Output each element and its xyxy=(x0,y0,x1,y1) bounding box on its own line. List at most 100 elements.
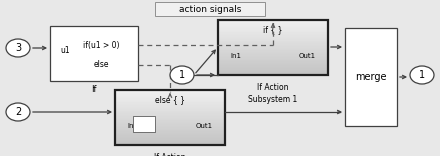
Bar xyxy=(218,60,328,61)
Bar xyxy=(115,98,225,100)
Bar xyxy=(218,31,328,32)
Bar xyxy=(218,25,328,27)
Bar xyxy=(115,119,225,120)
Bar xyxy=(115,97,225,98)
Text: 2: 2 xyxy=(15,107,21,117)
Bar xyxy=(218,67,328,68)
Text: merge: merge xyxy=(355,72,387,82)
Bar xyxy=(115,139,225,141)
Bar xyxy=(218,20,328,21)
Bar xyxy=(218,34,328,35)
Bar xyxy=(115,105,225,107)
Bar xyxy=(115,100,225,101)
Text: if(u1 > 0): if(u1 > 0) xyxy=(83,41,119,50)
Text: If Action
Subsystem 1: If Action Subsystem 1 xyxy=(248,83,297,104)
Bar xyxy=(115,113,225,115)
Bar xyxy=(50,26,138,81)
Bar xyxy=(218,65,328,67)
Bar xyxy=(218,20,328,75)
Bar xyxy=(115,142,225,144)
Bar xyxy=(115,117,225,119)
Bar xyxy=(218,49,328,50)
Text: 1: 1 xyxy=(419,70,425,80)
Bar xyxy=(115,108,225,109)
Bar xyxy=(218,54,328,56)
Bar xyxy=(115,138,225,139)
Bar xyxy=(218,71,328,72)
Bar xyxy=(115,104,225,105)
Bar xyxy=(218,74,328,75)
Bar xyxy=(115,126,225,127)
Text: 3: 3 xyxy=(15,43,21,53)
Bar xyxy=(115,134,225,135)
Text: u1: u1 xyxy=(60,46,70,55)
Bar xyxy=(115,123,225,124)
Text: else: else xyxy=(93,60,109,69)
Text: Out1: Out1 xyxy=(299,53,316,59)
Bar xyxy=(218,45,328,46)
Ellipse shape xyxy=(6,103,30,121)
Bar xyxy=(115,91,225,93)
Bar xyxy=(218,30,328,31)
Bar xyxy=(218,38,328,39)
Bar xyxy=(155,2,265,16)
Bar xyxy=(218,28,328,30)
Ellipse shape xyxy=(410,66,434,84)
Bar xyxy=(218,52,328,53)
Bar xyxy=(115,112,225,113)
Bar xyxy=(218,21,328,23)
Text: In1: In1 xyxy=(127,123,138,129)
Bar xyxy=(115,90,225,91)
Bar xyxy=(218,58,328,60)
Bar xyxy=(218,63,328,64)
Bar xyxy=(115,116,225,117)
Bar xyxy=(345,28,397,126)
Text: action signals: action signals xyxy=(179,5,241,14)
Bar xyxy=(115,124,225,126)
Bar xyxy=(115,120,225,122)
Bar xyxy=(115,122,225,123)
Bar xyxy=(218,70,328,71)
Bar xyxy=(115,107,225,108)
Bar xyxy=(115,93,225,94)
Bar xyxy=(115,129,225,130)
Bar xyxy=(115,135,225,137)
Bar xyxy=(115,109,225,111)
Bar xyxy=(115,115,225,116)
Bar xyxy=(218,27,328,28)
Bar xyxy=(218,37,328,38)
Text: if { }: if { } xyxy=(263,25,283,34)
Bar xyxy=(218,47,328,49)
Ellipse shape xyxy=(170,66,194,84)
Bar xyxy=(218,50,328,52)
Bar xyxy=(115,95,225,97)
Text: If Action
Subsystem 2: If Action Subsystem 2 xyxy=(145,153,194,156)
Text: Out1: Out1 xyxy=(196,123,213,129)
Bar xyxy=(115,130,225,131)
Bar xyxy=(115,102,225,104)
Bar xyxy=(218,39,328,41)
Bar xyxy=(115,133,225,134)
Bar xyxy=(115,111,225,112)
Text: If: If xyxy=(91,85,97,93)
Bar xyxy=(115,144,225,145)
Bar xyxy=(218,24,328,25)
Bar xyxy=(218,43,328,45)
Bar xyxy=(133,116,155,132)
Bar xyxy=(115,101,225,102)
Bar xyxy=(218,46,328,47)
Bar xyxy=(218,64,328,65)
Text: In1: In1 xyxy=(230,53,241,59)
Bar xyxy=(218,61,328,63)
Bar xyxy=(218,23,328,24)
Bar xyxy=(115,141,225,142)
Bar xyxy=(115,137,225,138)
Bar xyxy=(218,72,328,74)
Bar xyxy=(218,53,328,54)
Text: 1: 1 xyxy=(179,70,185,80)
Bar xyxy=(115,127,225,129)
Text: else { }: else { } xyxy=(155,95,185,105)
Bar xyxy=(218,42,328,43)
Bar xyxy=(218,35,328,37)
Ellipse shape xyxy=(6,39,30,57)
